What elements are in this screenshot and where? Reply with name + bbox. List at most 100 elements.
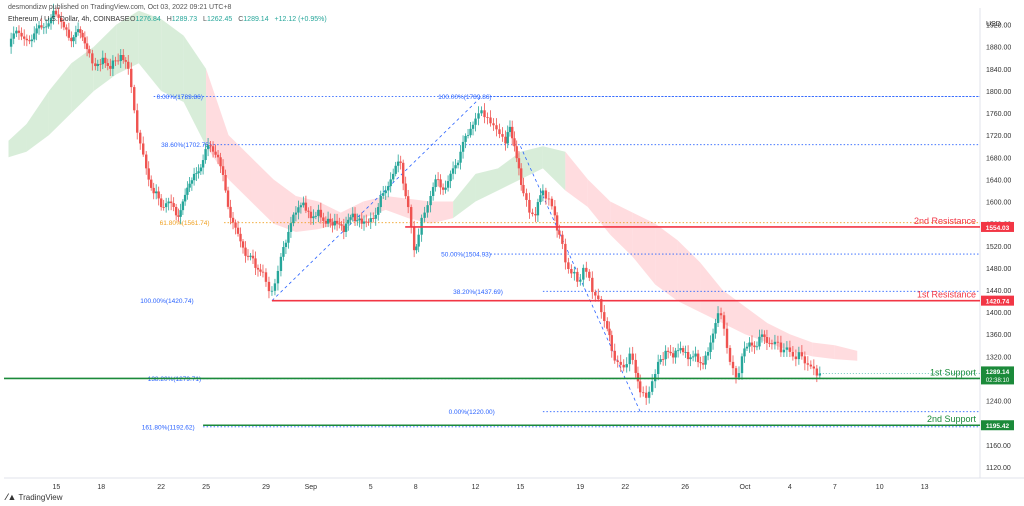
candle-body <box>358 218 361 221</box>
candle-body <box>631 353 634 360</box>
candle-body <box>650 381 654 392</box>
candle-body <box>536 202 540 216</box>
candle-body <box>501 134 504 137</box>
candle-body <box>259 269 262 272</box>
candle-body <box>159 198 163 208</box>
y-tick-label: 1720.00 <box>986 133 1011 140</box>
x-tick-label: 25 <box>202 484 210 491</box>
candle-body <box>335 220 339 224</box>
x-tick-label: 19 <box>576 484 584 491</box>
candle-body <box>570 268 573 274</box>
candle-body <box>806 363 810 365</box>
candle-body <box>79 29 82 33</box>
candle-body <box>229 206 232 218</box>
candle-body <box>91 53 94 64</box>
ichimoku-cloud-segment <box>8 124 27 158</box>
fib-level-label: 100.00%(1420.74) <box>140 298 194 305</box>
y-tick-label: 1800.00 <box>986 89 1011 96</box>
candle-body <box>111 60 115 69</box>
tradingview-logo[interactable]: ⁄▲ TradingView <box>6 492 63 502</box>
fib-level-label: 61.80%(1561.74) <box>160 220 210 227</box>
candle-body <box>362 221 366 224</box>
candle-body <box>244 247 247 256</box>
resistance-level-name: 2nd Resistance <box>914 216 976 226</box>
candle-body <box>567 262 570 269</box>
candle-body <box>116 60 120 62</box>
ichimoku-cloud-segment <box>700 262 723 324</box>
candle-body <box>365 221 368 223</box>
plot-area <box>4 8 980 478</box>
candle-body <box>555 215 559 231</box>
candle-body <box>489 117 492 124</box>
candle-body <box>431 187 435 196</box>
candle-body <box>65 27 68 30</box>
candle-body <box>169 201 173 204</box>
candle-body <box>297 207 300 213</box>
candle-body <box>661 359 665 360</box>
candle-body <box>279 256 283 271</box>
candle-body <box>492 123 495 126</box>
candle-body <box>750 342 754 346</box>
candle-body <box>506 132 509 144</box>
candle-body <box>588 271 591 278</box>
candle-body <box>471 124 475 129</box>
candle-body <box>773 341 777 345</box>
last-price-tag: 1289.14 <box>986 369 1010 376</box>
currency-label: USD <box>986 21 1001 28</box>
candle-body <box>722 315 726 329</box>
candle-body <box>800 352 804 357</box>
candle-body <box>561 234 564 244</box>
y-tick-label: 1640.00 <box>986 177 1011 184</box>
candle-body <box>444 187 447 190</box>
candle-body <box>449 173 452 182</box>
candle-body <box>765 337 769 343</box>
candle-body <box>483 110 486 118</box>
candle-body <box>164 203 168 208</box>
x-tick-label: 29 <box>262 484 270 491</box>
candle-body <box>287 231 290 243</box>
candle-body <box>797 352 801 360</box>
candle-body <box>737 373 741 378</box>
resistance-price-tag-bg <box>981 221 1014 232</box>
ichimoku-cloud-segment <box>430 201 454 224</box>
candle-body <box>256 267 260 270</box>
candle-body <box>186 187 189 195</box>
x-tick-label: 7 <box>833 484 837 491</box>
candle-body <box>254 258 257 268</box>
candle-body <box>426 205 429 213</box>
ichimoku-cloud-segment <box>565 151 588 208</box>
candle-body <box>72 37 75 42</box>
candle-body <box>353 213 357 222</box>
y-tick-label: 1120.00 <box>986 465 1011 472</box>
candle-body <box>40 25 43 28</box>
candle-body <box>404 183 407 197</box>
candle-body <box>719 313 723 316</box>
candle-body <box>127 61 130 69</box>
candle-body <box>768 342 771 344</box>
candle-body <box>701 363 705 365</box>
ichimoku-cloud-segment <box>48 63 72 136</box>
candle-body <box>52 10 55 18</box>
candle-body <box>785 347 789 350</box>
x-tick-label: 15 <box>517 484 525 491</box>
candle-body <box>284 242 288 248</box>
candle-body <box>694 353 697 357</box>
candle-body <box>54 10 58 15</box>
candle-body <box>515 146 518 159</box>
candle-body <box>206 145 210 150</box>
candle-body <box>199 167 203 172</box>
candle-body <box>37 25 41 29</box>
candle-body <box>289 223 293 232</box>
x-tick-label: 4 <box>788 484 792 491</box>
candle-body <box>351 213 354 218</box>
candle-body <box>356 220 359 222</box>
candle-body <box>748 342 751 347</box>
x-tick-label: 12 <box>472 484 480 491</box>
candle-body <box>782 349 786 353</box>
candle-body <box>384 190 387 194</box>
candle-body <box>83 37 87 44</box>
candle-body <box>167 201 170 204</box>
candle-body <box>172 203 175 207</box>
candle-body <box>809 364 813 367</box>
